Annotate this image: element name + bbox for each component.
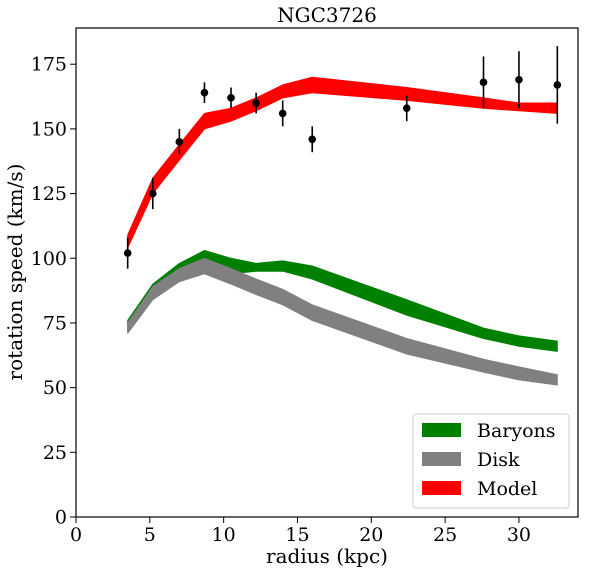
y-axis-label: rotation speed (km/s)	[3, 164, 27, 381]
legend: Baryons Disk Model	[412, 413, 570, 509]
data-point	[148, 178, 157, 210]
plot-frame	[75, 27, 579, 518]
legend-label-disk: Disk	[477, 449, 520, 471]
data-point	[515, 51, 523, 109]
y-tick-label: 125	[31, 183, 67, 205]
x-tick-label: 5	[144, 524, 156, 546]
data-point	[553, 46, 562, 124]
x-tick-label: 20	[359, 524, 383, 546]
x-axis-label: radius (kpc)	[266, 544, 388, 568]
y-tick-label: 0	[55, 507, 67, 529]
chart-title: NGC3726	[277, 3, 377, 27]
x-tick-label: 0	[70, 524, 82, 546]
legend-swatch-baryons	[422, 423, 461, 437]
point-marker	[553, 81, 562, 89]
data-point	[308, 126, 317, 153]
band-disk	[127, 257, 558, 386]
data-point	[200, 82, 209, 104]
data-point	[479, 56, 488, 109]
x-tick-label: 10	[212, 524, 236, 546]
point-marker	[175, 138, 184, 146]
data-point	[227, 87, 235, 109]
y-tick-label: 75	[43, 312, 67, 334]
point-marker	[402, 104, 411, 113]
data-point	[402, 95, 411, 122]
data-point	[175, 128, 184, 155]
data-point	[278, 100, 287, 127]
x-tick-label: 15	[285, 524, 309, 546]
point-marker	[123, 249, 132, 257]
y-tick-label: 25	[43, 442, 67, 464]
legend-label-model: Model	[477, 478, 537, 500]
point-marker	[200, 88, 209, 97]
y-tick-label: 100	[31, 248, 67, 270]
point-marker	[148, 189, 157, 198]
y-tick-label: 175	[31, 54, 67, 76]
point-marker	[308, 135, 317, 144]
legend-swatch-disk	[422, 452, 461, 466]
y-tick-label: 50	[43, 377, 67, 399]
band-model	[127, 76, 558, 249]
y-tick-label: 150	[31, 118, 67, 140]
x-tick-label: 30	[507, 524, 531, 546]
point-marker	[515, 75, 523, 84]
legend-label-baryons: Baryons	[477, 420, 556, 442]
legend-swatch-model	[422, 481, 461, 495]
bands-layer	[127, 76, 558, 386]
x-tick-label: 25	[433, 524, 457, 546]
point-marker	[479, 78, 488, 87]
y-axis-ticks: 0 25 50 75 100 125 150 175	[31, 54, 76, 529]
data-point	[123, 237, 132, 269]
point-marker	[278, 109, 287, 118]
point-marker	[227, 94, 235, 102]
data-point	[252, 92, 260, 114]
point-marker	[252, 99, 260, 107]
x-axis-ticks: 0 5 10 15 20 25 30	[70, 517, 531, 546]
points-layer	[123, 46, 562, 269]
